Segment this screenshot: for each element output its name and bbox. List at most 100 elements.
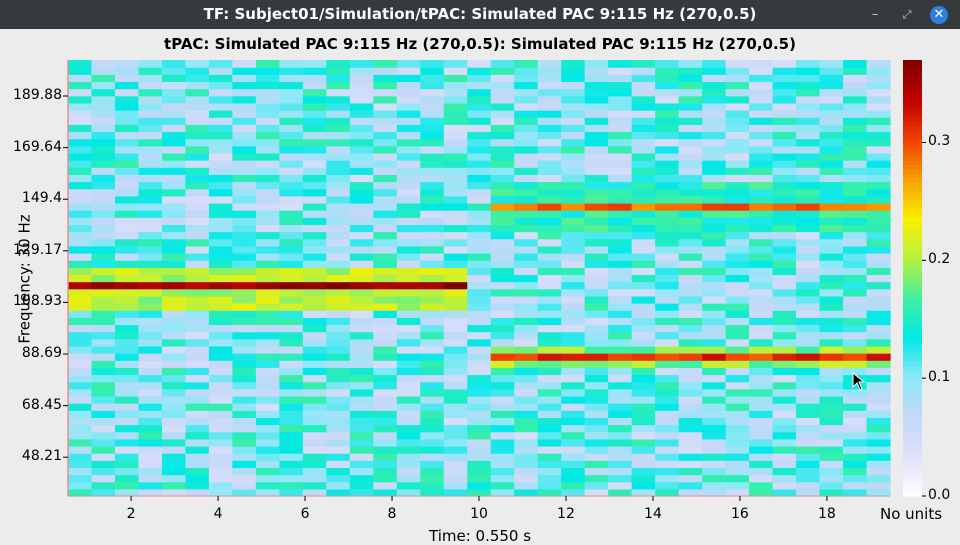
heatmap-cell	[772, 60, 797, 68]
heatmap-cell	[138, 267, 163, 276]
heatmap-cell	[373, 195, 398, 204]
colorbar-segment	[903, 230, 922, 235]
heatmap-cell	[326, 152, 351, 161]
colorbar-segment	[903, 142, 922, 148]
heatmap-cell	[443, 202, 468, 211]
heatmap-cell	[443, 288, 468, 297]
heatmap-cell	[467, 67, 492, 75]
heatmap-cell	[514, 145, 539, 154]
heatmap-cell	[443, 345, 468, 354]
heatmap-cell	[608, 210, 633, 218]
heatmap-cell	[561, 474, 586, 483]
heatmap-cell	[208, 310, 233, 318]
heatmap-cell	[796, 202, 821, 211]
heatmap-cell	[537, 60, 562, 68]
heatmap-cell	[302, 295, 327, 304]
heatmap-cell	[114, 417, 140, 426]
heatmap-cell	[702, 331, 727, 340]
heatmap-cell	[208, 303, 233, 311]
heatmap-cell	[279, 188, 304, 197]
heatmap-cell	[138, 360, 163, 368]
heatmap-cell	[114, 160, 140, 168]
heatmap-cell	[749, 324, 774, 333]
heatmap-cell	[373, 252, 398, 261]
heatmap-cell	[866, 467, 891, 476]
heatmap-cell	[443, 281, 468, 290]
heatmap-cell	[725, 317, 750, 326]
heatmap-cell	[467, 174, 492, 183]
heatmap-cell	[302, 345, 327, 354]
heatmap-cell	[866, 274, 891, 283]
heatmap-cell	[255, 138, 280, 147]
heatmap-cell	[655, 217, 680, 225]
heatmap-cell	[255, 417, 280, 426]
colorbar-segment	[903, 321, 922, 327]
heatmap-cell	[255, 331, 280, 340]
heatmap-cell	[796, 467, 821, 476]
heatmap-cell	[114, 338, 140, 347]
heatmap-cell	[678, 317, 703, 326]
heatmap-cell	[420, 288, 445, 297]
colorbar-segment	[903, 391, 922, 397]
heatmap-cell	[561, 217, 586, 225]
heatmap-cell	[725, 474, 750, 483]
heatmap-cell	[302, 445, 327, 454]
heatmap-cell	[514, 195, 539, 204]
heatmap-cell	[114, 60, 140, 68]
heatmap-cell	[396, 60, 421, 68]
heatmap-cell	[114, 174, 140, 183]
heatmap-cell	[467, 202, 492, 211]
heatmap-cell	[161, 74, 187, 83]
maximize-button[interactable]: ⤢	[902, 8, 912, 21]
heatmap-cell	[819, 202, 844, 211]
heatmap-cell	[631, 317, 656, 326]
heatmap-cell	[443, 131, 468, 140]
heatmap-cell	[490, 60, 515, 68]
heatmap-cell	[91, 331, 116, 340]
heatmap-cell	[843, 410, 868, 418]
heatmap-cell	[302, 481, 327, 490]
heatmap-cell	[749, 460, 774, 469]
heatmap-cell	[420, 110, 445, 118]
heatmap-cell	[373, 481, 398, 490]
heatmap-cell	[678, 124, 703, 133]
heatmap-cell	[678, 474, 703, 483]
heatmap-cell	[420, 217, 445, 225]
heatmap-cell	[655, 317, 680, 326]
heatmap-cell	[91, 388, 116, 397]
heatmap-cell	[443, 95, 468, 104]
heatmap-cell	[584, 438, 609, 447]
heatmap-cell	[537, 267, 562, 276]
heatmap-cell	[655, 295, 680, 304]
heatmap-cell	[349, 388, 374, 397]
close-button[interactable]: ✕	[930, 6, 948, 24]
heatmap-cell	[138, 488, 163, 497]
heatmap-cell	[420, 152, 445, 161]
heatmap-cell	[443, 188, 468, 197]
heatmap-cell	[420, 388, 445, 397]
heatmap-cell	[655, 181, 680, 190]
heatmap-cell	[819, 488, 844, 497]
heatmap-cell	[68, 124, 93, 133]
heatmap-cell	[279, 388, 304, 397]
heatmap-cell	[279, 488, 304, 497]
minimize-button[interactable]: –	[871, 7, 879, 22]
heatmap-cell	[631, 210, 656, 218]
heatmap-cell	[138, 467, 163, 476]
heatmap-cell	[819, 367, 844, 376]
heatmap-cell	[631, 374, 656, 383]
heatmap-cell	[702, 345, 727, 354]
heatmap-cell	[302, 60, 327, 68]
heatmap-cell	[138, 431, 163, 440]
heatmap-cell	[420, 467, 445, 476]
heatmap-cell	[584, 231, 609, 240]
heatmap-cell	[866, 424, 891, 433]
heatmap-cell	[138, 438, 163, 447]
heatmap-cell	[843, 224, 868, 233]
heatmap-cell	[396, 460, 421, 469]
heatmap-cell	[749, 295, 774, 304]
heatmap-cell	[514, 424, 539, 433]
heatmap-cell	[91, 431, 116, 440]
heatmap-cell	[161, 117, 187, 125]
